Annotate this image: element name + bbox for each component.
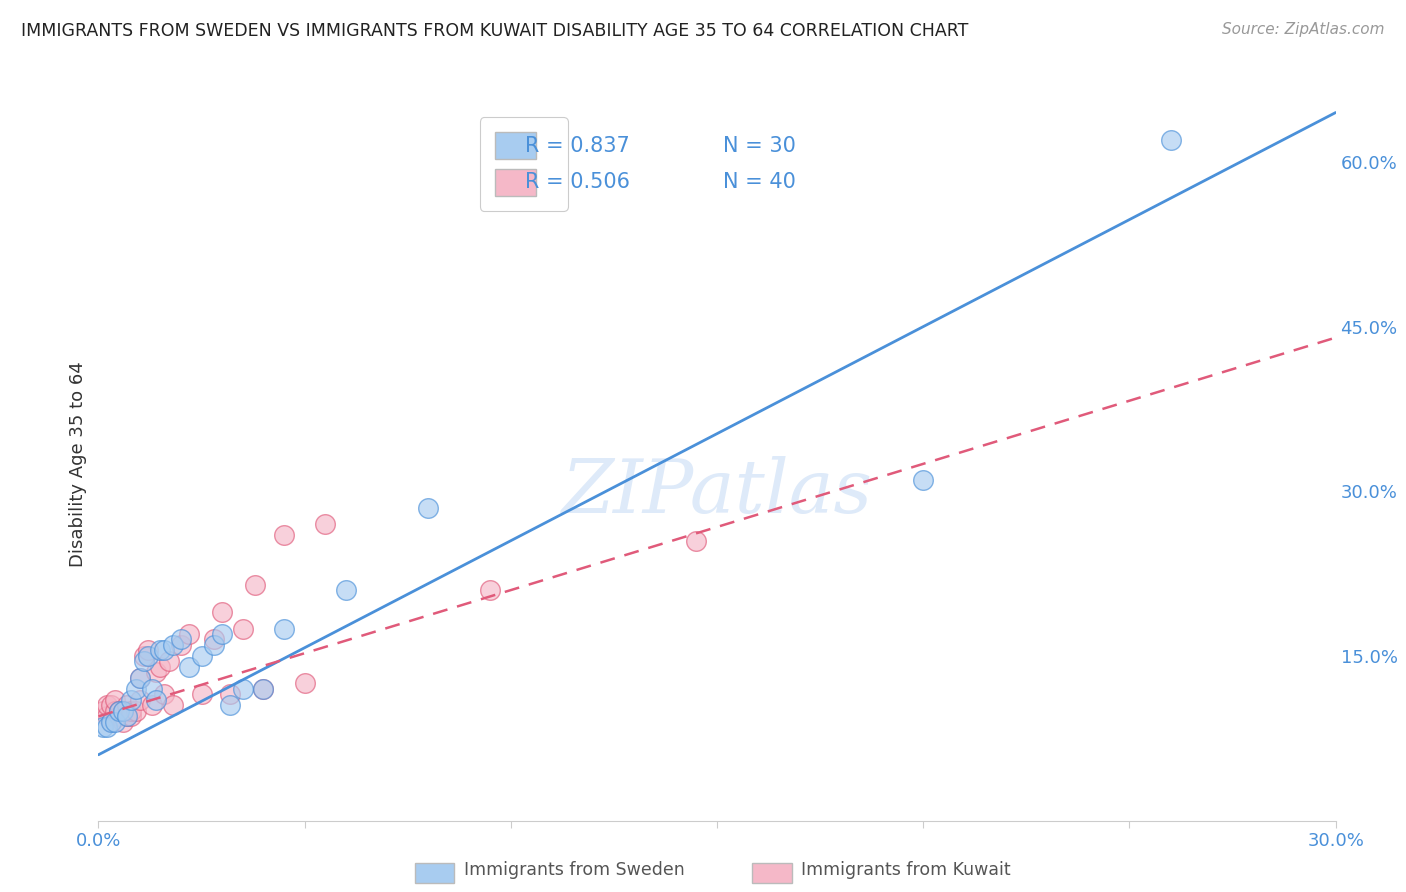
Point: [157, 655, 180, 669]
Point: [1160, 133, 1182, 147]
Point: [120, 709, 142, 723]
Text: R = 0.837: R = 0.837: [526, 136, 630, 156]
Point: [211, 605, 233, 619]
Point: [202, 632, 225, 647]
Point: [190, 648, 212, 663]
Legend: , : ,: [479, 118, 568, 211]
Point: [100, 714, 122, 729]
Point: [124, 681, 146, 696]
Point: [273, 528, 295, 542]
Point: [232, 622, 254, 636]
Text: N = 40: N = 40: [723, 172, 796, 192]
Point: [100, 698, 122, 713]
Point: [170, 638, 193, 652]
Point: [117, 698, 139, 713]
Point: [128, 693, 150, 707]
Point: [232, 681, 254, 696]
Point: [149, 643, 172, 657]
Point: [252, 681, 274, 696]
Point: [273, 622, 295, 636]
Point: [179, 660, 201, 674]
Point: [91, 720, 114, 734]
Point: [117, 709, 139, 723]
Text: Source: ZipAtlas.com: Source: ZipAtlas.com: [1222, 22, 1385, 37]
Point: [141, 698, 163, 713]
Point: [479, 583, 502, 598]
Text: Immigrants from Sweden: Immigrants from Sweden: [464, 861, 685, 879]
Point: [104, 704, 127, 718]
Text: Immigrants from Kuwait: Immigrants from Kuwait: [801, 861, 1011, 879]
Point: [117, 709, 139, 723]
Point: [132, 648, 155, 663]
Point: [145, 665, 167, 680]
Point: [120, 704, 142, 718]
Point: [685, 533, 707, 548]
Point: [104, 714, 127, 729]
Point: [294, 676, 316, 690]
Point: [136, 643, 159, 657]
Point: [179, 627, 201, 641]
Point: [112, 704, 135, 718]
Point: [190, 687, 212, 701]
Point: [91, 704, 114, 718]
Point: [96, 709, 118, 723]
Point: [162, 638, 184, 652]
Point: [252, 681, 274, 696]
Point: [153, 687, 176, 701]
Point: [149, 660, 172, 674]
Point: [108, 704, 131, 718]
Point: [314, 517, 336, 532]
Point: [124, 704, 146, 718]
Point: [120, 693, 142, 707]
Point: [335, 583, 357, 598]
Point: [202, 638, 225, 652]
Point: [96, 720, 118, 734]
Text: R = 0.506: R = 0.506: [526, 172, 630, 192]
Point: [128, 671, 150, 685]
Point: [104, 693, 127, 707]
Point: [912, 473, 935, 487]
Text: ZIPatlas: ZIPatlas: [561, 456, 873, 529]
Point: [112, 704, 135, 718]
Text: IMMIGRANTS FROM SWEDEN VS IMMIGRANTS FROM KUWAIT DISABILITY AGE 35 TO 64 CORRELA: IMMIGRANTS FROM SWEDEN VS IMMIGRANTS FRO…: [21, 22, 969, 40]
Point: [108, 704, 131, 718]
Text: N = 30: N = 30: [723, 136, 796, 156]
Point: [418, 500, 440, 515]
Point: [170, 632, 193, 647]
Point: [243, 577, 266, 591]
Point: [219, 687, 242, 701]
Point: [211, 627, 233, 641]
Point: [128, 671, 150, 685]
Point: [153, 643, 176, 657]
Point: [162, 698, 184, 713]
Point: [132, 655, 155, 669]
Point: [219, 698, 242, 713]
Point: [96, 698, 118, 713]
Point: [108, 709, 131, 723]
Y-axis label: Disability Age 35 to 64: Disability Age 35 to 64: [69, 361, 87, 566]
Point: [136, 648, 159, 663]
Point: [141, 681, 163, 696]
Point: [100, 714, 122, 729]
Point: [112, 714, 135, 729]
Point: [145, 693, 167, 707]
